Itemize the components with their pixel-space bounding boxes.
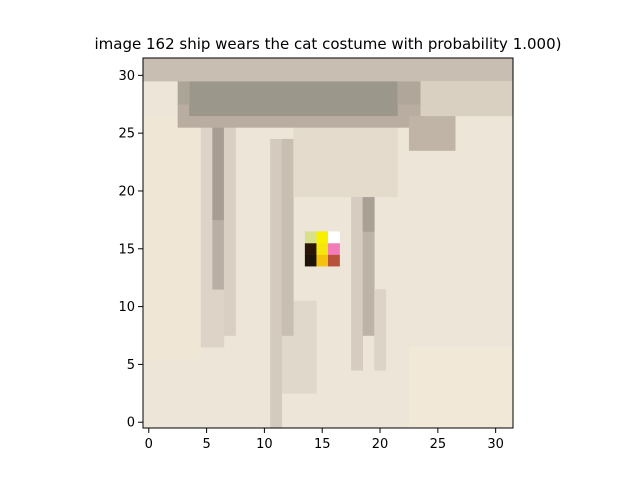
pixel-block: [143, 115, 202, 359]
image-heatmap: [143, 58, 514, 429]
pixel-block: [374, 289, 387, 371]
pixel-block: [420, 81, 514, 117]
x-tick-label: 25: [430, 437, 447, 452]
pixel-block: [408, 347, 514, 429]
pixel-block: [316, 254, 329, 267]
y-axis: 0 5 10 15 20 25 30: [118, 69, 143, 431]
pixel-block: [281, 138, 294, 336]
x-tick-label: 0: [145, 437, 153, 452]
y-tick-label: 25: [118, 127, 135, 142]
y-tick-label: 0: [127, 416, 135, 431]
pixel-block: [304, 243, 317, 255]
y-tick-label: 5: [127, 358, 135, 373]
pixel-block: [304, 231, 317, 244]
axes-frame: [142, 57, 514, 429]
pixel-block: [328, 243, 340, 255]
x-tick-label: 30: [487, 437, 504, 452]
pixel-block: [316, 231, 329, 244]
pixel-block: [408, 115, 456, 151]
y-tick-label: 15: [118, 242, 135, 257]
y-tick-label: 10: [118, 300, 135, 315]
pixel-block: [362, 138, 375, 336]
chart-title: image 162 ship wears the cat costume wit…: [95, 35, 562, 53]
x-axis: 0 5 10 15 20 25 30: [145, 428, 504, 452]
y-tick-label: 20: [118, 184, 135, 199]
pixel-block: [212, 115, 225, 221]
x-tick-label: 10: [256, 437, 273, 452]
pixel-block: [293, 115, 398, 198]
pixel-block: [143, 58, 514, 82]
pixel-block: [351, 138, 363, 371]
y-tick-label: 30: [118, 69, 135, 84]
pixel-block: [328, 231, 340, 244]
x-tick-label: 5: [202, 437, 210, 452]
pixel-block: [304, 254, 317, 267]
x-tick-label: 20: [372, 437, 389, 452]
pixel-block: [328, 254, 340, 267]
pixel-block: [223, 115, 236, 336]
pixel-block: [316, 243, 329, 255]
x-tick-label: 15: [314, 437, 331, 452]
pixel-block: [270, 138, 283, 429]
